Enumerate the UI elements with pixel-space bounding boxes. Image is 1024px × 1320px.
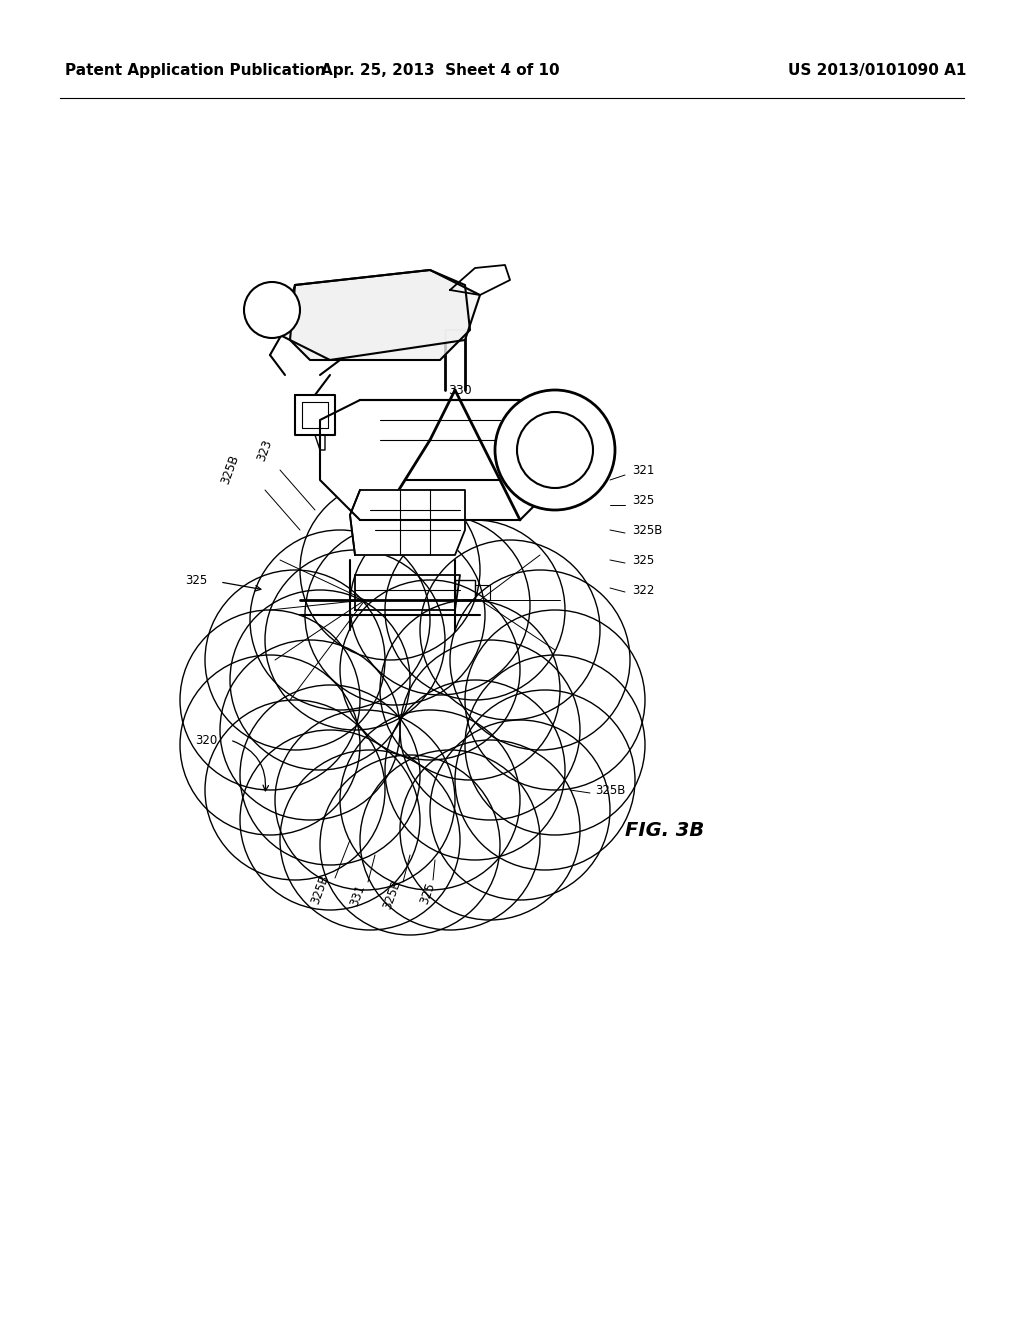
Circle shape	[244, 282, 300, 338]
Text: 325B: 325B	[632, 524, 663, 536]
Text: US 2013/0101090 A1: US 2013/0101090 A1	[788, 62, 967, 78]
Circle shape	[495, 389, 615, 510]
Text: Apr. 25, 2013  Sheet 4 of 10: Apr. 25, 2013 Sheet 4 of 10	[321, 62, 560, 78]
Text: 325: 325	[418, 880, 438, 906]
Text: 325B: 325B	[219, 454, 242, 487]
Polygon shape	[290, 271, 470, 360]
Polygon shape	[319, 400, 560, 520]
Text: 321: 321	[632, 463, 654, 477]
Text: 325B: 325B	[595, 784, 626, 796]
Polygon shape	[280, 271, 480, 360]
Text: 325: 325	[185, 573, 207, 586]
Text: 325B: 325B	[308, 874, 332, 907]
Text: 330: 330	[449, 384, 472, 396]
Text: Patent Application Publication: Patent Application Publication	[65, 62, 326, 78]
Text: 325B: 325B	[381, 879, 403, 912]
Text: 320: 320	[195, 734, 217, 747]
Text: 331: 331	[348, 882, 368, 908]
Polygon shape	[350, 490, 465, 554]
Text: 322: 322	[632, 583, 654, 597]
Text: FIG. 3B: FIG. 3B	[625, 821, 705, 840]
Text: 323: 323	[255, 437, 274, 463]
Text: 325: 325	[632, 553, 654, 566]
Text: 325: 325	[632, 494, 654, 507]
